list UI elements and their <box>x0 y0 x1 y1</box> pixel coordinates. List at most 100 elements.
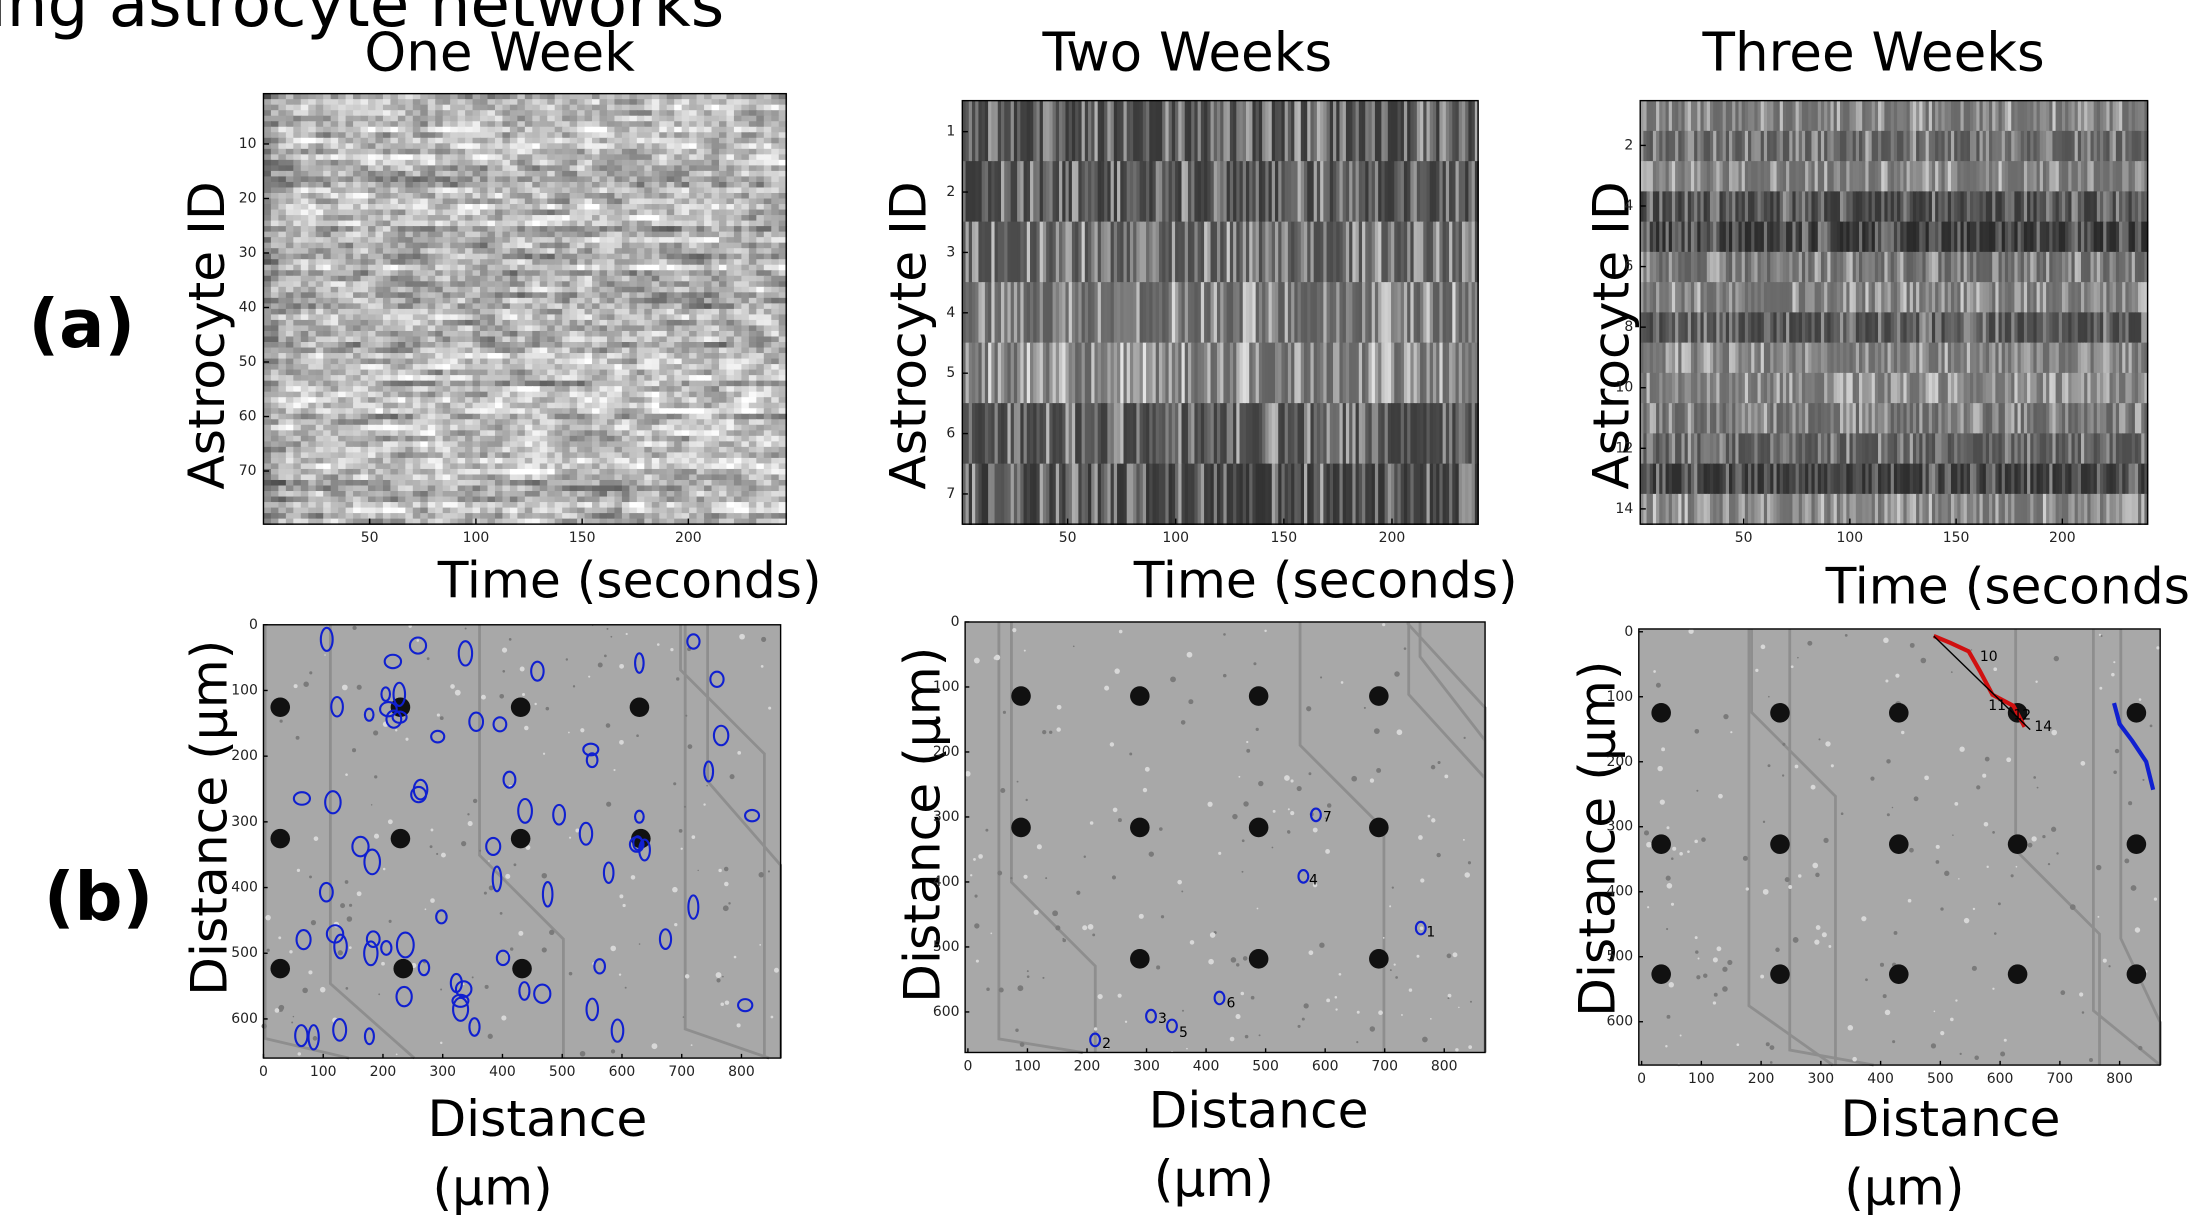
heatmap-cell <box>547 425 555 431</box>
heatmap-cell <box>622 419 630 425</box>
heatmap-cell <box>525 370 533 376</box>
heatmap-cell <box>398 474 406 480</box>
heatmap-cell <box>308 348 316 354</box>
heatmap-cell <box>338 463 346 469</box>
heatmap-cell <box>674 331 682 337</box>
heatmap-cell <box>361 270 369 276</box>
heatmap-cell <box>428 182 436 188</box>
heatmap-cell <box>413 458 421 464</box>
heatmap-cell <box>659 403 667 409</box>
heatmap-cell <box>607 452 615 458</box>
heatmap-cell <box>278 414 286 420</box>
heatmap-cell <box>555 359 563 365</box>
heatmap-cell <box>726 215 734 221</box>
heatmap-cell <box>361 458 369 464</box>
heatmap-cell <box>585 193 593 199</box>
heatmap-cell <box>540 237 548 243</box>
heatmap-cell <box>697 182 705 188</box>
heatmap-cell <box>555 414 563 420</box>
heatmap-cell <box>741 419 749 425</box>
heatmap-cell <box>629 193 637 199</box>
heatmap-cell <box>420 259 428 265</box>
heatmap-cell <box>286 243 294 249</box>
heatmap-cell <box>525 248 533 254</box>
heatmap-cell <box>435 397 443 403</box>
heatmap-cell <box>749 94 757 100</box>
heatmap-cell <box>353 298 361 304</box>
heatmap-cell <box>637 138 645 144</box>
heatmap-cell <box>525 176 533 182</box>
heatmap-cell <box>562 254 570 260</box>
heatmap-cell <box>659 270 667 276</box>
heatmap-cell <box>622 386 630 392</box>
heatmap-cell <box>502 370 510 376</box>
heatmap-cell <box>420 320 428 326</box>
heatmap-cell <box>316 375 324 381</box>
heatmap-cell <box>316 370 324 376</box>
heatmap-cell <box>443 215 451 221</box>
heatmap-cell <box>726 419 734 425</box>
heatmap-cell <box>622 298 630 304</box>
heatmap-cell <box>629 259 637 265</box>
heatmap-cell <box>480 116 488 122</box>
heatmap-cell <box>443 259 451 265</box>
heatmap-cell <box>555 259 563 265</box>
heatmap-cell <box>577 221 585 227</box>
heatmap-cell <box>502 414 510 420</box>
heatmap-cell <box>629 110 637 116</box>
heatmap-cell <box>510 364 518 370</box>
heatmap-cell <box>428 353 436 359</box>
heatmap-cell <box>361 265 369 271</box>
heatmap-cell <box>570 403 578 409</box>
heatmap-cell <box>346 425 354 431</box>
heatmap-cell <box>592 303 600 309</box>
heatmap-cell <box>465 116 473 122</box>
heatmap-cell <box>353 425 361 431</box>
heatmap-cell <box>734 171 742 177</box>
heatmap-cell <box>293 171 301 177</box>
heatmap-cell <box>465 176 473 182</box>
heatmap-cell <box>495 447 503 453</box>
heatmap-cell <box>495 375 503 381</box>
heatmap-cell <box>697 254 705 260</box>
heatmap-cell <box>293 359 301 365</box>
heatmap-cell <box>502 331 510 337</box>
heatmap-cell <box>547 441 555 447</box>
heatmap-cell <box>271 215 279 221</box>
heatmap-cell <box>286 408 294 414</box>
heatmap-cell <box>487 132 495 138</box>
heatmap-cell <box>629 116 637 122</box>
heatmap-cell <box>764 232 772 238</box>
heatmap-cell <box>525 160 533 166</box>
heatmap-cell <box>353 265 361 271</box>
heatmap-cell <box>540 121 548 127</box>
heatmap-cell <box>480 331 488 337</box>
heatmap-cell <box>712 425 720 431</box>
heatmap-cell <box>435 370 443 376</box>
heatmap-cell <box>644 99 652 105</box>
heatmap-cell <box>600 210 608 216</box>
heatmap-cell <box>674 441 682 447</box>
heatmap-cell <box>592 105 600 111</box>
heatmap-cell <box>301 193 309 199</box>
heatmap-cell <box>480 199 488 205</box>
heatmap-cell <box>637 331 645 337</box>
heatmap-cell <box>428 160 436 166</box>
heatmap-cell <box>525 419 533 425</box>
heatmap-cell <box>405 138 413 144</box>
heatmap-cell <box>435 469 443 475</box>
heatmap-cell <box>570 447 578 453</box>
heatmap-cell <box>540 463 548 469</box>
heatmap-cell <box>368 441 376 447</box>
heatmap-cell <box>398 287 406 293</box>
heatmap-cell <box>316 359 324 365</box>
heatmap-cell <box>607 298 615 304</box>
heatmap-cell <box>600 436 608 442</box>
heatmap-cell <box>674 221 682 227</box>
heatmap-cell <box>271 314 279 320</box>
heatmap-cell <box>614 375 622 381</box>
heatmap-cell <box>659 187 667 193</box>
heatmap-cell <box>704 226 712 232</box>
heatmap-cell <box>525 436 533 442</box>
heatmap-cell <box>435 336 443 342</box>
